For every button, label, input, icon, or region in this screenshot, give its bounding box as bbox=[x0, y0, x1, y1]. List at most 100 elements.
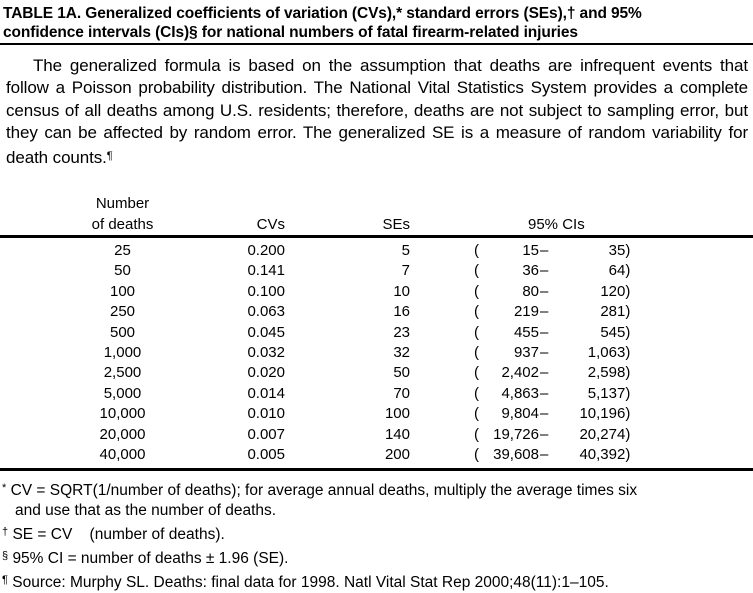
cell-deaths: 5,000 bbox=[103, 384, 142, 402]
table-header-row-1: Number bbox=[0, 193, 753, 214]
table-title-line-2: confidence intervals (CIs)§ for national… bbox=[3, 24, 578, 41]
ci-dash: – bbox=[540, 425, 549, 443]
table-row: 100 0.100 10 (80– 120) bbox=[0, 282, 753, 302]
cell-cv: 0.045 bbox=[247, 323, 285, 341]
intro-footnote-marker: ¶ bbox=[106, 149, 113, 162]
ci-low-value: 15 bbox=[522, 242, 539, 260]
cell-ci: (36– 64) bbox=[412, 261, 753, 281]
header-divider-rule bbox=[0, 235, 753, 239]
ci-high-value: 10,196 bbox=[579, 405, 626, 423]
ci-low-value: 219 bbox=[513, 303, 539, 321]
cell-deaths: 250 bbox=[109, 303, 136, 321]
ci-high-value: 35 bbox=[608, 242, 626, 260]
ci-dash: – bbox=[540, 384, 549, 402]
footnote-source: ¶ Source: Murphy SL. Deaths: final data … bbox=[2, 570, 662, 593]
ci-open-paren: ( bbox=[474, 282, 479, 300]
cell-deaths: 50 bbox=[114, 262, 131, 280]
header-spacer bbox=[412, 193, 753, 214]
ci-close-paren: ) bbox=[625, 242, 631, 260]
footnote-marker: † bbox=[2, 525, 9, 538]
ci-low-value: 36 bbox=[522, 262, 539, 280]
table-row: 250 0.063 16 (219– 281) bbox=[0, 302, 753, 322]
cell-deaths: 100 bbox=[109, 282, 136, 300]
ci-low-value: 937 bbox=[513, 344, 539, 362]
ci-open-paren: ( bbox=[474, 303, 479, 321]
ci-close-paren: ) bbox=[625, 425, 631, 443]
cell-se: 5 bbox=[401, 242, 410, 260]
table-title-line-1: TABLE 1A. Generalized coefficients of va… bbox=[3, 5, 642, 22]
cell-se: 50 bbox=[393, 364, 410, 382]
table-row: 2,500 0.020 50 (2,402– 2,598) bbox=[0, 363, 753, 383]
cell-deaths: 25 bbox=[114, 242, 131, 260]
footnote-marker: § bbox=[2, 549, 9, 562]
ci-high-value: 545 bbox=[600, 323, 626, 341]
cell-ci: (19,726– 20,274) bbox=[412, 425, 753, 445]
cell-cv: 0.010 bbox=[247, 405, 285, 423]
table-row: 5,000 0.014 70 (4,863– 5,137) bbox=[0, 384, 753, 404]
ci-close-paren: ) bbox=[625, 446, 631, 464]
ci-low-value: 80 bbox=[522, 282, 539, 300]
cell-se: 32 bbox=[393, 344, 410, 362]
cell-deaths: 20,000 bbox=[99, 425, 146, 443]
cell-cv: 0.200 bbox=[247, 242, 285, 260]
header-spacer bbox=[190, 193, 290, 214]
ci-dash: – bbox=[540, 262, 549, 280]
cell-ci: (2,402– 2,598) bbox=[412, 363, 753, 383]
ci-dash: – bbox=[540, 446, 549, 464]
ci-close-paren: ) bbox=[625, 405, 631, 423]
footnote-text: Source: Murphy SL. Deaths: final data fo… bbox=[12, 573, 609, 591]
column-header-cis: 95% CIs bbox=[528, 216, 585, 234]
cell-se: 100 bbox=[384, 405, 410, 423]
table-row: 10,000 0.010 100 (9,804– 10,196) bbox=[0, 404, 753, 424]
ci-open-paren: ( bbox=[474, 425, 479, 443]
ci-close-paren: ) bbox=[625, 282, 631, 300]
ci-close-paren: ) bbox=[625, 303, 631, 321]
footnote-ci: § 95% CI = number of deaths ± 1.96 (SE). bbox=[2, 546, 662, 569]
ci-open-paren: ( bbox=[474, 242, 479, 260]
footnote-cv: * CV = SQRT(1/number of deaths); for ave… bbox=[2, 478, 662, 521]
cell-cv: 0.014 bbox=[247, 384, 285, 402]
ci-low-value: 19,726 bbox=[493, 425, 539, 443]
cell-cv: 0.005 bbox=[247, 446, 285, 464]
title-divider-rule bbox=[0, 43, 753, 45]
cell-deaths: 2,500 bbox=[103, 364, 142, 382]
header-spacer bbox=[290, 193, 412, 214]
ci-low-value: 455 bbox=[513, 323, 539, 341]
ci-dash: – bbox=[540, 303, 549, 321]
cell-ci: (455– 545) bbox=[412, 323, 753, 343]
ci-dash: – bbox=[540, 405, 549, 423]
ci-dash: – bbox=[540, 242, 549, 260]
cell-se: 7 bbox=[401, 262, 410, 280]
cell-deaths: 10,000 bbox=[99, 405, 146, 423]
cell-ci: (9,804– 10,196) bbox=[412, 404, 753, 424]
column-header-deaths-line-2: of deaths bbox=[91, 216, 154, 234]
ci-close-paren: ) bbox=[625, 364, 631, 382]
ci-close-paren: ) bbox=[625, 344, 631, 362]
ci-open-paren: ( bbox=[474, 405, 479, 423]
ci-low-value: 9,804 bbox=[501, 405, 539, 423]
ci-low-value: 4,863 bbox=[501, 384, 539, 402]
footnotes-section: * CV = SQRT(1/number of deaths); for ave… bbox=[0, 478, 662, 593]
table-row: 1,000 0.032 32 (937– 1,063) bbox=[0, 343, 753, 363]
column-header-cvs: CVs bbox=[256, 216, 285, 234]
table-row: 50 0.141 7 (36– 64) bbox=[0, 261, 753, 281]
footnote-marker: ¶ bbox=[2, 573, 8, 586]
cell-ci: (80– 120) bbox=[412, 282, 753, 302]
ci-low-value: 2,402 bbox=[501, 364, 539, 382]
table-row: 25 0.200 5 (15– 35) bbox=[0, 241, 753, 261]
intro-paragraph: The generalized formula is based on the … bbox=[0, 55, 753, 169]
ci-high-value: 2,598 bbox=[587, 364, 626, 382]
ci-close-paren: ) bbox=[625, 323, 631, 341]
cell-cv: 0.141 bbox=[247, 262, 285, 280]
ci-dash: – bbox=[540, 323, 549, 341]
ci-high-value: 20,274 bbox=[579, 425, 626, 443]
ci-high-value: 1,063 bbox=[587, 344, 626, 362]
footnote-text: 95% CI = number of deaths ± 1.96 (SE). bbox=[12, 549, 289, 567]
ci-open-paren: ( bbox=[474, 364, 479, 382]
cell-cv: 0.063 bbox=[247, 303, 285, 321]
ci-open-paren: ( bbox=[474, 344, 479, 362]
ci-open-paren: ( bbox=[474, 323, 479, 341]
cell-se: 200 bbox=[384, 446, 410, 464]
ci-open-paren: ( bbox=[474, 446, 479, 464]
